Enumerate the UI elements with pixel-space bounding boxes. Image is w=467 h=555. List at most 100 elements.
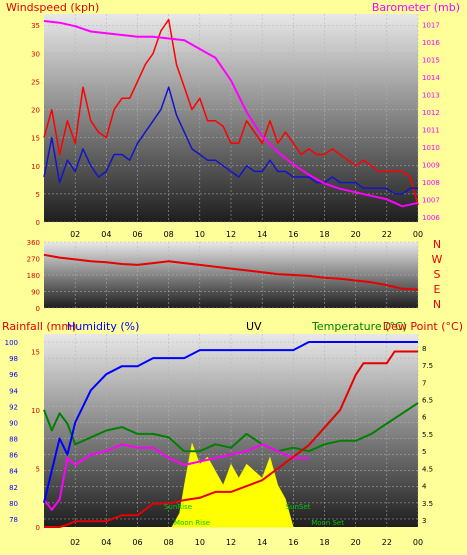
temperature-tick-label: 3: [422, 517, 426, 525]
rainfall-line: [44, 350, 418, 528]
x-tick-label: 04: [101, 538, 111, 547]
wind-average-line: [43, 86, 418, 195]
direction-tick-label: 180: [27, 272, 40, 280]
baro-tick-label: 1009: [422, 161, 440, 169]
humidity-line: [43, 341, 418, 504]
baro-tick-label: 1014: [422, 74, 440, 82]
x-tick-label: 22: [382, 230, 392, 239]
chart-marks: [43, 18, 419, 528]
direction-tick-label: 360: [27, 239, 40, 247]
x-tick-label: 04: [101, 230, 111, 239]
baro-tick-label: 1017: [422, 21, 440, 29]
moonrise-label: Moon Rise: [174, 519, 210, 527]
x-tick-label: 02: [70, 230, 80, 239]
wind-gust-line: [43, 18, 419, 206]
baro-tick-label: 1006: [422, 214, 440, 222]
uv-area: [171, 442, 294, 528]
x-tick-label: 14: [257, 538, 267, 547]
wind-tick-label: 20: [31, 107, 40, 115]
x-tick-label: 00: [413, 538, 423, 547]
baro-tick-label: 1012: [422, 109, 440, 117]
baro-tick-label: 1011: [422, 126, 440, 134]
x-tick-label: 10: [195, 538, 205, 547]
sunrise-label: SunRise: [164, 503, 192, 511]
baro-ylabel: Barometer (mb): [372, 1, 460, 14]
x-tick-label: 08: [164, 230, 174, 239]
compass-letter: E: [434, 283, 441, 296]
wind-tick-label: 10: [31, 163, 40, 171]
direction-tick-label: 0: [36, 305, 40, 313]
x-tick-label: 02: [70, 538, 80, 547]
x-tick-label: 10: [195, 230, 205, 239]
baro-tick-label: 1008: [422, 179, 440, 187]
baro-tick-label: 1015: [422, 56, 440, 64]
x-tick-label: 06: [132, 538, 142, 547]
x-tick-label: 08: [164, 538, 174, 547]
x-tick-label: 00: [413, 230, 423, 239]
humidity-tick-label: 94: [9, 387, 18, 395]
rain-tick-label: 5: [36, 466, 40, 474]
wind-direction-line: [43, 253, 419, 291]
rain-tick-label: 0: [36, 524, 40, 532]
x-tick-label: 18: [319, 230, 329, 239]
rain-tick-label: 15: [31, 349, 40, 357]
dewpoint-label: Dew Point (°C): [383, 320, 463, 333]
barometer-line: [43, 20, 419, 208]
humidity-tick-label: 78: [9, 516, 18, 524]
wind-tick-label: 0: [36, 219, 40, 227]
sunset-label: SunSet: [286, 503, 311, 511]
humidity-tick-label: 88: [9, 436, 18, 444]
humidity-tick-label: 100: [5, 339, 18, 347]
temperature-tick-label: 7.5: [422, 362, 433, 370]
dewpoint-line: [43, 443, 309, 511]
humidity-tick-label: 82: [9, 484, 18, 492]
humidity-tick-label: 98: [9, 355, 18, 363]
baro-tick-label: 1010: [422, 144, 440, 152]
humidity-tick-label: 92: [9, 403, 18, 411]
baro-tick-label: 1016: [422, 39, 440, 47]
humidity-tick-label: 84: [9, 468, 18, 476]
humidity-tick-label: 90: [9, 419, 18, 427]
humidity-tick-label: 86: [9, 452, 18, 460]
tick-labels: 0202040406060808101012121414161618182020…: [5, 21, 443, 547]
compass-letter: N: [433, 298, 441, 311]
wind-tick-label: 35: [31, 22, 40, 30]
moonset-label: Moon Set: [311, 519, 344, 527]
x-tick-label: 06: [132, 230, 142, 239]
x-tick-label: 12: [226, 538, 236, 547]
temperature-tick-label: 5.5: [422, 431, 433, 439]
wind-ylabel: Windspeed (kph): [6, 1, 99, 14]
compass-letter: N: [433, 238, 441, 251]
temperature-tick-label: 6.5: [422, 396, 433, 404]
x-tick-label: 18: [319, 538, 329, 547]
compass-letter: W: [432, 253, 443, 266]
temperature-label: Temperature (°C): [311, 320, 407, 333]
direction-tick-label: 270: [27, 256, 40, 264]
baro-tick-label: 1013: [422, 91, 440, 99]
direction-tick-label: 90: [31, 289, 40, 297]
x-tick-label: 20: [351, 538, 361, 547]
x-tick-label: 16: [288, 230, 298, 239]
x-tick-label: 22: [382, 538, 392, 547]
wind-tick-label: 25: [31, 78, 40, 86]
temperature-tick-label: 7: [422, 379, 426, 387]
baro-tick-label: 1007: [422, 196, 440, 204]
compass-letter: S: [434, 268, 441, 281]
temperature-line: [43, 402, 419, 453]
temperature-tick-label: 6: [422, 414, 427, 422]
x-tick-label: 16: [288, 538, 298, 547]
temperature-tick-label: 4: [422, 483, 427, 491]
x-tick-label: 14: [257, 230, 267, 239]
x-tick-label: 12: [226, 230, 236, 239]
rain-tick-label: 10: [31, 407, 40, 415]
humidity-label: Humidity (%): [67, 320, 139, 333]
wind-tick-label: 5: [36, 191, 40, 199]
temperature-tick-label: 4.5: [422, 465, 433, 473]
temperature-tick-label: 5: [422, 448, 426, 456]
wind-tick-label: 15: [31, 135, 40, 143]
x-tick-label: 20: [351, 230, 361, 239]
humidity-tick-label: 96: [9, 371, 18, 379]
temperature-tick-label: 3.5: [422, 500, 433, 508]
